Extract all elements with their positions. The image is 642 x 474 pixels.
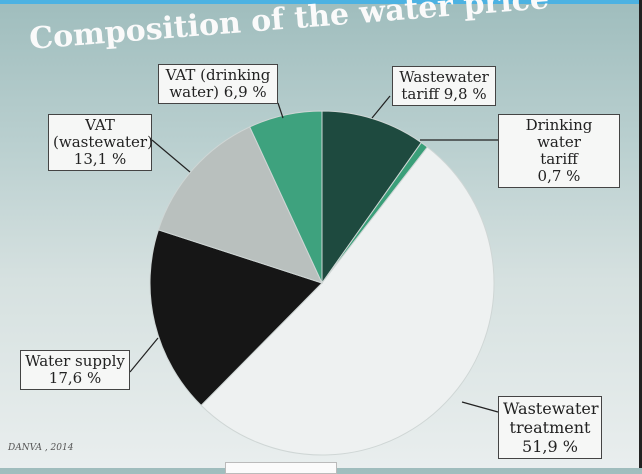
label-wastewater-tariff: Wastewater tariff 9,8 % [392, 66, 496, 106]
label-water-supply: Water supply 17,6 % [20, 350, 130, 390]
label-line: VAT (drinking [165, 66, 271, 84]
label-wastewater-treatment: Wastewater treatment 51,9 % [498, 396, 602, 459]
label-vat-wastewater: VAT (wastewater) 13,1 % [48, 114, 153, 171]
label-line: tariff [540, 150, 578, 168]
label-line: 17,6 % [48, 369, 102, 387]
leader-line [277, 102, 284, 119]
pie-slice-vat-wastewater [157, 126, 323, 284]
pie-slice-water-supply [149, 229, 323, 407]
label-line: tariff 9,8 % [401, 85, 487, 103]
pie-slice-vat-drinking-water [249, 110, 323, 284]
label-line: Wastewater [399, 68, 489, 86]
window-top-bar [0, 0, 642, 4]
label-drinking-tariff: Drinking water tariff 0,7 % [498, 114, 620, 188]
label-line: treatment [509, 418, 591, 437]
label-vat-drinking: VAT (drinking water) 6,9 % [158, 64, 278, 104]
window-edge [639, 0, 642, 468]
leader-line [151, 139, 191, 173]
leader-line [129, 337, 159, 373]
label-line: Wastewater [503, 399, 599, 418]
pie-slice-wastewater-tariff [321, 110, 423, 285]
label-line: (wastewater) [53, 133, 153, 151]
label-line: water) 6,9 % [169, 83, 267, 101]
pie-slice-wastewater-treatment [200, 146, 495, 456]
leader-line [371, 95, 391, 119]
leader-line [461, 401, 499, 413]
source-note: DANVA , 2014 [8, 443, 74, 453]
label-line: 0,7 % [537, 167, 581, 185]
label-line: Water supply [25, 352, 125, 370]
context-popup [225, 462, 337, 474]
label-line: VAT [85, 116, 115, 134]
label-line: 51,9 % [522, 437, 578, 456]
label-line: Drinking water [525, 116, 593, 151]
label-line: 13,1 % [73, 150, 127, 168]
